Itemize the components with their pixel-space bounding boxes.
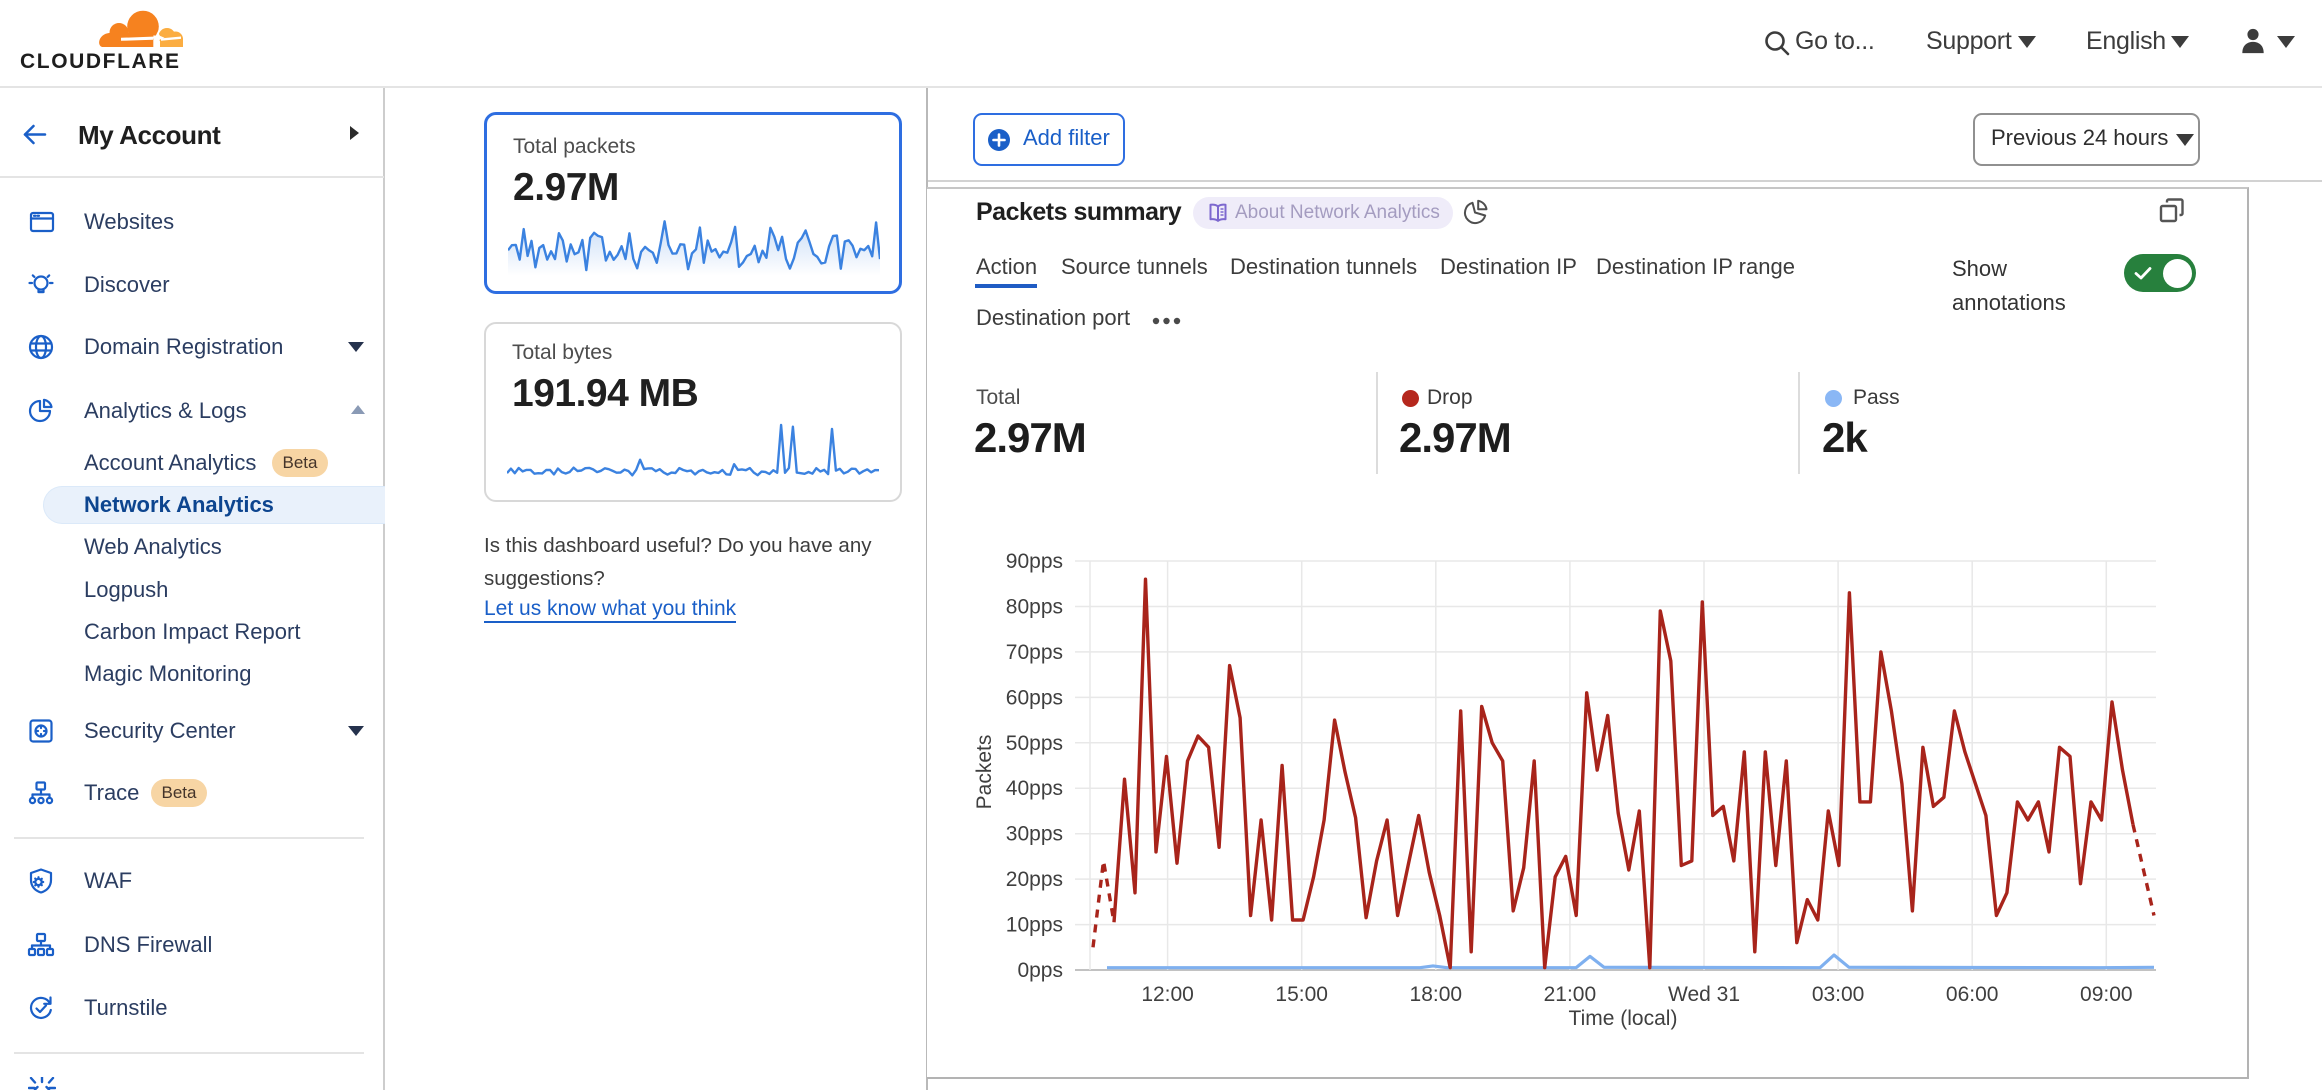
svg-text:06:00: 06:00 [1946,983,1999,1006]
svg-text:90pps: 90pps [1006,550,1063,573]
svg-text:0pps: 0pps [1017,959,1063,982]
svg-text:80pps: 80pps [1006,596,1063,619]
svg-text:18:00: 18:00 [1410,983,1463,1006]
svg-text:30pps: 30pps [1006,823,1063,846]
svg-text:40pps: 40pps [1006,777,1063,800]
svg-text:20pps: 20pps [1006,868,1063,891]
svg-text:03:00: 03:00 [1812,983,1865,1006]
svg-text:21:00: 21:00 [1544,983,1597,1006]
svg-text:70pps: 70pps [1006,641,1063,664]
svg-text:Packets: Packets [973,735,996,810]
svg-text:10pps: 10pps [1006,914,1063,937]
svg-text:60pps: 60pps [1006,686,1063,709]
svg-text:15:00: 15:00 [1275,983,1328,1006]
svg-text:12:00: 12:00 [1141,983,1194,1006]
svg-text:09:00: 09:00 [2080,983,2133,1006]
svg-text:Time (local): Time (local) [1569,1007,1678,1030]
svg-text:50pps: 50pps [1006,732,1063,755]
svg-text:Wed 31: Wed 31 [1668,983,1740,1006]
